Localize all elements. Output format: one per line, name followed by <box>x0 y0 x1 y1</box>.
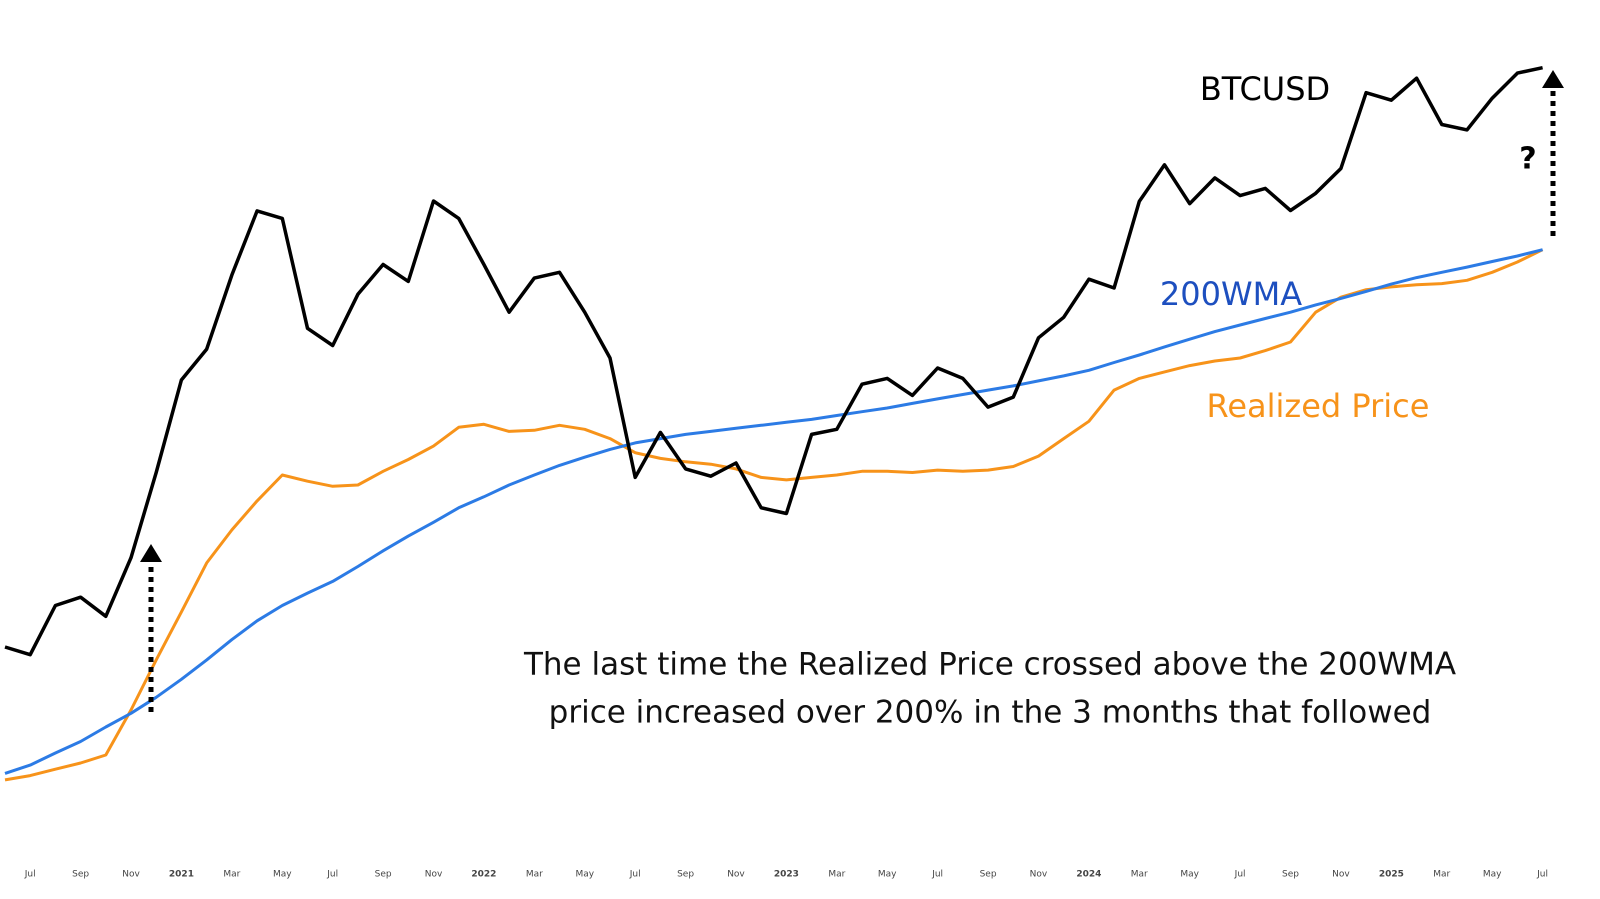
x-tick-label: 2023 <box>774 870 799 880</box>
x-tick-label: Mar <box>223 870 240 880</box>
x-tick-label: Jul <box>326 870 338 880</box>
x-tick-label: Nov <box>425 870 443 880</box>
series-label: Realized Price <box>1207 387 1430 425</box>
x-tick-label: Jul <box>1234 870 1246 880</box>
arrow-head <box>140 544 162 562</box>
x-tick-label: Mar <box>1433 870 1450 880</box>
x-tick-label: Sep <box>72 870 89 880</box>
x-tick-label: May <box>1483 870 1502 880</box>
x-tick-label: Nov <box>727 870 745 880</box>
x-tick-label: Sep <box>980 870 997 880</box>
x-tick-label: 2022 <box>471 870 496 880</box>
x-tick-label: Sep <box>375 870 392 880</box>
x-tick-label: Jul <box>629 870 641 880</box>
annotation: The last time the Realized Price crossed… <box>523 647 1456 683</box>
x-tick-label: Nov <box>1332 870 1350 880</box>
x-tick-label: May <box>273 870 292 880</box>
x-tick-label: 2025 <box>1379 870 1404 880</box>
series-line <box>4 248 1544 782</box>
x-tick-label: 2024 <box>1076 870 1101 880</box>
annotation: price increased over 200% in the 3 month… <box>549 695 1432 731</box>
x-tick-label: Mar <box>1131 870 1148 880</box>
plot: Jul Sep Nov 2021 Mar May Jul Sep Nov 2022 Mar May Ju… <box>4 65 1548 880</box>
x-tick-label: Jul <box>931 870 943 880</box>
x-tick-label: Sep <box>1282 870 1299 880</box>
x-tick-label: May <box>878 870 897 880</box>
arrow-head <box>1542 70 1564 88</box>
series-label: BTCUSD <box>1200 70 1330 108</box>
series-line <box>4 248 1543 775</box>
x-tick-label: Sep <box>677 870 694 880</box>
series-label: 200WMA <box>1160 275 1302 313</box>
x-tick-label: Jul <box>24 870 36 880</box>
arrow <box>140 70 1564 712</box>
annotation: ? <box>1519 142 1536 177</box>
x-tick-label: May <box>575 870 594 880</box>
x-tick-label: Jul <box>1536 870 1548 880</box>
series-line <box>4 65 1543 657</box>
x-tick-label: Nov <box>1030 870 1048 880</box>
x-tick-label: May <box>1180 870 1199 880</box>
x-tick-label: Mar <box>526 870 543 880</box>
x-tick-label: 2021 <box>169 870 194 880</box>
x-tick-label: Nov <box>122 870 140 880</box>
x-tick-label: Mar <box>828 870 845 880</box>
